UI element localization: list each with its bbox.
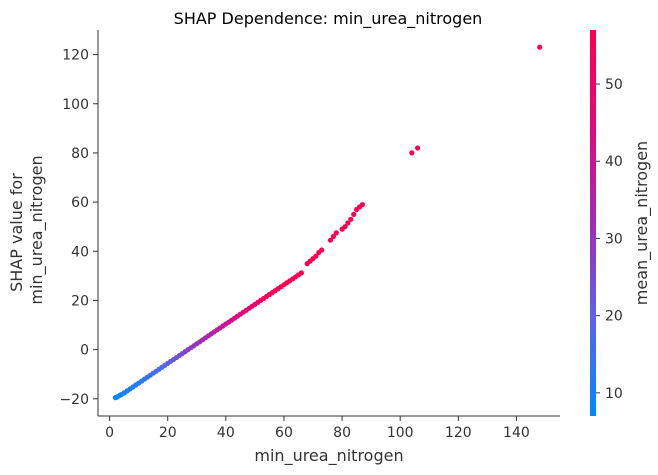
y-tick-label: 20 xyxy=(71,293,89,309)
data-point xyxy=(537,44,543,50)
colorbar-label: mean_urea_nitrogen xyxy=(632,141,652,305)
y-tick-label: 100 xyxy=(62,97,89,113)
x-tick-label: 100 xyxy=(387,425,414,441)
x-tick-label: 0 xyxy=(105,425,114,441)
data-point xyxy=(348,216,354,222)
data-point xyxy=(330,233,336,240)
y-axis-label-line-1: SHAP value for xyxy=(7,173,26,292)
data-point xyxy=(327,237,334,243)
colorbar-tick-label: 10 xyxy=(605,386,623,402)
points-layer xyxy=(112,44,543,401)
colorbar xyxy=(590,30,596,416)
y-tick-label: 60 xyxy=(71,195,89,211)
y-tick-label: 0 xyxy=(80,343,89,359)
data-point xyxy=(319,247,325,253)
data-point xyxy=(342,224,348,230)
x-ticks: 0 20 40 60 80 100 120 140 xyxy=(105,416,530,441)
x-tick-label: 140 xyxy=(503,425,530,441)
x-tick-label: 120 xyxy=(445,425,472,441)
data-point xyxy=(409,150,415,156)
y-ticks: −20 0 20 40 60 80 100 120 xyxy=(59,48,98,408)
x-tick-label: 80 xyxy=(333,425,351,441)
y-axis-label: SHAP value for min_urea_nitrogen xyxy=(7,155,47,304)
data-point xyxy=(298,270,304,276)
y-axis-label-line-2: min_urea_nitrogen xyxy=(27,155,47,304)
data-point xyxy=(415,145,421,151)
data-point xyxy=(359,202,365,208)
colorbar-tick-label: 40 xyxy=(605,154,623,170)
data-point xyxy=(333,230,339,236)
data-point xyxy=(345,220,351,226)
data-point xyxy=(313,253,319,259)
x-tick-label: 20 xyxy=(159,425,177,441)
y-tick-label: 120 xyxy=(62,48,89,64)
y-tick-label: −20 xyxy=(59,392,89,408)
colorbar-tick-label: 30 xyxy=(605,231,623,247)
chart-title: SHAP Dependence: min_urea_nitrogen xyxy=(174,9,483,29)
x-tick-label: 40 xyxy=(217,425,235,441)
x-tick-label: 60 xyxy=(275,425,293,441)
y-tick-label: 40 xyxy=(71,244,89,260)
colorbar-tick-label: 50 xyxy=(605,77,623,93)
colorbar-ticks: 10 20 30 40 50 xyxy=(596,77,623,402)
data-point xyxy=(351,211,357,217)
x-axis-label: min_urea_nitrogen xyxy=(254,446,403,466)
colorbar-tick-label: 20 xyxy=(605,309,623,325)
y-tick-label: 80 xyxy=(71,146,89,162)
